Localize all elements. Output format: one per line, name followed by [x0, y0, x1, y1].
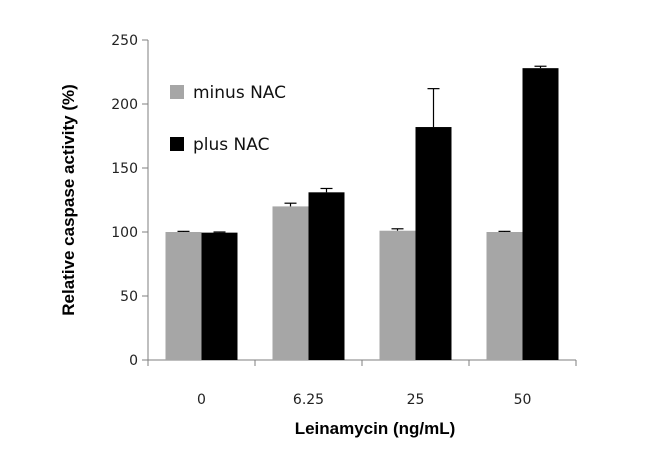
y-axis-title-group: Relative caspase activity (%): [59, 84, 78, 316]
legend-label: minus NAC: [193, 83, 286, 103]
x-tick-label: 0: [197, 392, 206, 408]
plot-area: 0 50 100 150 200 250 0 6.25 25 50: [111, 33, 577, 408]
bar: [486, 232, 523, 360]
bar: [201, 232, 238, 360]
y-tick-label: 0: [129, 353, 138, 369]
y-tick-label: 250: [111, 33, 138, 49]
x-tick-label: 6.25: [293, 392, 324, 408]
x-axis-title: Leinamycin (ng/mL): [295, 419, 456, 438]
y-axis-title: Relative caspase activity (%): [59, 84, 78, 316]
bar: [308, 192, 345, 360]
bar: [415, 127, 452, 360]
bar: [522, 68, 559, 360]
y-tick-label: 200: [111, 97, 138, 113]
y-tick-label: 100: [111, 225, 138, 241]
bar: [379, 230, 416, 360]
bar: [165, 232, 202, 360]
bar: [272, 206, 309, 360]
legend-swatch: [170, 137, 184, 151]
x-tick-label: 25: [407, 392, 425, 408]
y-tick-label: 150: [111, 161, 138, 177]
x-tick-label: 50: [514, 392, 532, 408]
y-tick-label: 50: [120, 289, 138, 305]
legend-label: plus NAC: [193, 135, 269, 155]
legend: minus NAC plus NAC: [170, 83, 286, 155]
legend-swatch: [170, 85, 184, 99]
